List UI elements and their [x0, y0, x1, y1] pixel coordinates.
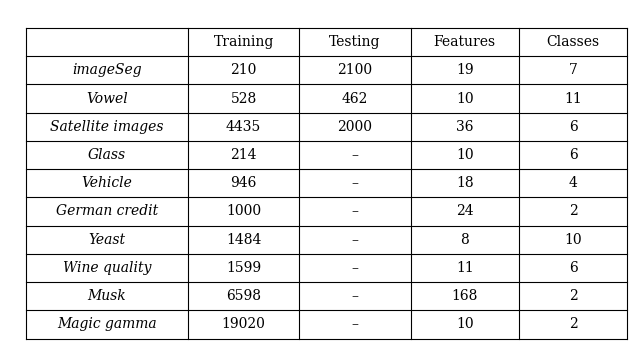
- Text: Yeast: Yeast: [88, 233, 125, 247]
- Text: Classes: Classes: [547, 35, 600, 49]
- Text: Wine quality: Wine quality: [63, 261, 151, 275]
- Text: imageSeg: imageSeg: [72, 63, 141, 77]
- Text: 2: 2: [569, 289, 577, 303]
- Text: 6598: 6598: [226, 289, 261, 303]
- Text: 462: 462: [342, 91, 368, 105]
- Text: Testing: Testing: [329, 35, 381, 49]
- Text: 18: 18: [456, 176, 474, 190]
- Text: 168: 168: [452, 289, 478, 303]
- Text: Magic gamma: Magic gamma: [57, 317, 157, 332]
- Text: 1599: 1599: [226, 261, 261, 275]
- Text: 6: 6: [569, 120, 577, 134]
- Text: 6: 6: [569, 261, 577, 275]
- Text: 10: 10: [456, 148, 474, 162]
- Text: 1484: 1484: [226, 233, 261, 247]
- Text: German credit: German credit: [56, 205, 158, 218]
- Text: 4435: 4435: [226, 120, 261, 134]
- Text: 7: 7: [568, 63, 577, 77]
- Text: Vowel: Vowel: [86, 91, 128, 105]
- Text: 6: 6: [569, 148, 577, 162]
- Text: 1000: 1000: [226, 205, 261, 218]
- Text: Satellite images: Satellite images: [50, 120, 164, 134]
- Text: 214: 214: [230, 148, 257, 162]
- Text: –: –: [351, 148, 358, 162]
- Text: 11: 11: [456, 261, 474, 275]
- Text: –: –: [351, 289, 358, 303]
- Text: 2: 2: [569, 317, 577, 332]
- Text: 11: 11: [564, 91, 582, 105]
- Text: 10: 10: [456, 317, 474, 332]
- Text: Vehicle: Vehicle: [81, 176, 132, 190]
- Text: 528: 528: [230, 91, 257, 105]
- Text: Glass: Glass: [88, 148, 126, 162]
- Text: –: –: [351, 176, 358, 190]
- Text: –: –: [351, 317, 358, 332]
- Text: 36: 36: [456, 120, 474, 134]
- Text: 210: 210: [230, 63, 257, 77]
- Text: –: –: [351, 233, 358, 247]
- Text: 2000: 2000: [337, 120, 372, 134]
- Text: 4: 4: [568, 176, 577, 190]
- Text: 24: 24: [456, 205, 474, 218]
- Text: 8: 8: [460, 233, 469, 247]
- Text: 19: 19: [456, 63, 474, 77]
- Text: –: –: [351, 261, 358, 275]
- Text: 2100: 2100: [337, 63, 372, 77]
- Text: Musk: Musk: [88, 289, 126, 303]
- Text: 2: 2: [569, 205, 577, 218]
- Text: Training: Training: [214, 35, 274, 49]
- Text: –: –: [351, 205, 358, 218]
- Text: 19020: 19020: [221, 317, 266, 332]
- Text: 10: 10: [564, 233, 582, 247]
- Text: 946: 946: [230, 176, 257, 190]
- Text: Features: Features: [434, 35, 496, 49]
- Text: 10: 10: [456, 91, 474, 105]
